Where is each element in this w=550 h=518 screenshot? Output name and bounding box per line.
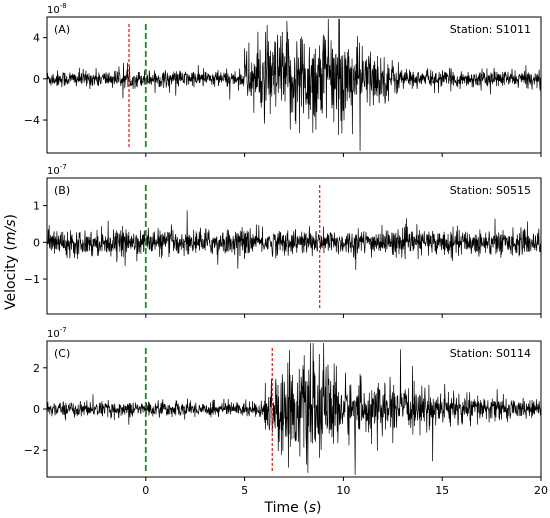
y-scale-exponent: 10-7: [47, 163, 67, 177]
exponent-power: -7: [60, 163, 67, 171]
y-tick-label: 2: [33, 362, 40, 375]
y-axis-label-prefix: Velocity (: [3, 245, 19, 310]
y-tick-label: 1: [33, 200, 40, 213]
y-axis-label: Velocity (m/s): [3, 214, 19, 310]
panel-label: (A): [54, 23, 70, 36]
y-tick-label: −4: [24, 114, 40, 127]
y-scale-exponent: 10-8: [47, 2, 67, 16]
y-tick-label: 4: [33, 32, 40, 45]
y-scale-exponent: 10-7: [47, 326, 67, 340]
axes-frame: [46, 16, 542, 154]
station-label: Station: S0114: [450, 347, 531, 360]
panel-label: (B): [54, 184, 70, 197]
y-tick-label: 0: [33, 73, 40, 86]
panel-1: −4 0 4 10-8 (A) Station: S1011: [24, 2, 542, 157]
x-tick-label: 5: [241, 484, 248, 497]
exponent-base: 10: [47, 166, 60, 177]
x-axis-label-suffix: ): [316, 500, 321, 516]
x-tick-label: 20: [534, 484, 548, 497]
x-axis-label-prefix: Time (: [264, 500, 309, 516]
panel-label: (C): [54, 347, 70, 360]
axes-frame: [46, 177, 542, 315]
waveform-trace: [47, 18, 541, 151]
station-label: Station: S1011: [450, 23, 531, 36]
y-axis-label-unit: m/s: [3, 219, 19, 245]
x-tick-label: 15: [435, 484, 449, 497]
waveform-trace: [47, 343, 541, 475]
y-tick-label: 0: [33, 403, 40, 416]
y-axis-label-suffix: ): [3, 214, 19, 219]
exponent-base: 10: [47, 5, 60, 16]
x-axis-label: Time (s): [264, 500, 322, 516]
panel-2: −1 0 1 10-7 (B) Station: S0515: [24, 163, 542, 318]
y-tick-label: −1: [24, 273, 40, 286]
station-label: Station: S0515: [450, 184, 531, 197]
y-tick-label: −2: [24, 444, 40, 457]
x-axis-label-unit: s: [309, 500, 316, 516]
x-tick-label: 0: [142, 484, 149, 497]
exponent-base: 10: [47, 329, 60, 340]
y-tick-label: 0: [33, 236, 40, 249]
exponent-power: -7: [60, 326, 67, 334]
exponent-power: -8: [60, 2, 67, 10]
x-tick-label: 10: [336, 484, 350, 497]
waveform-trace: [47, 210, 541, 271]
